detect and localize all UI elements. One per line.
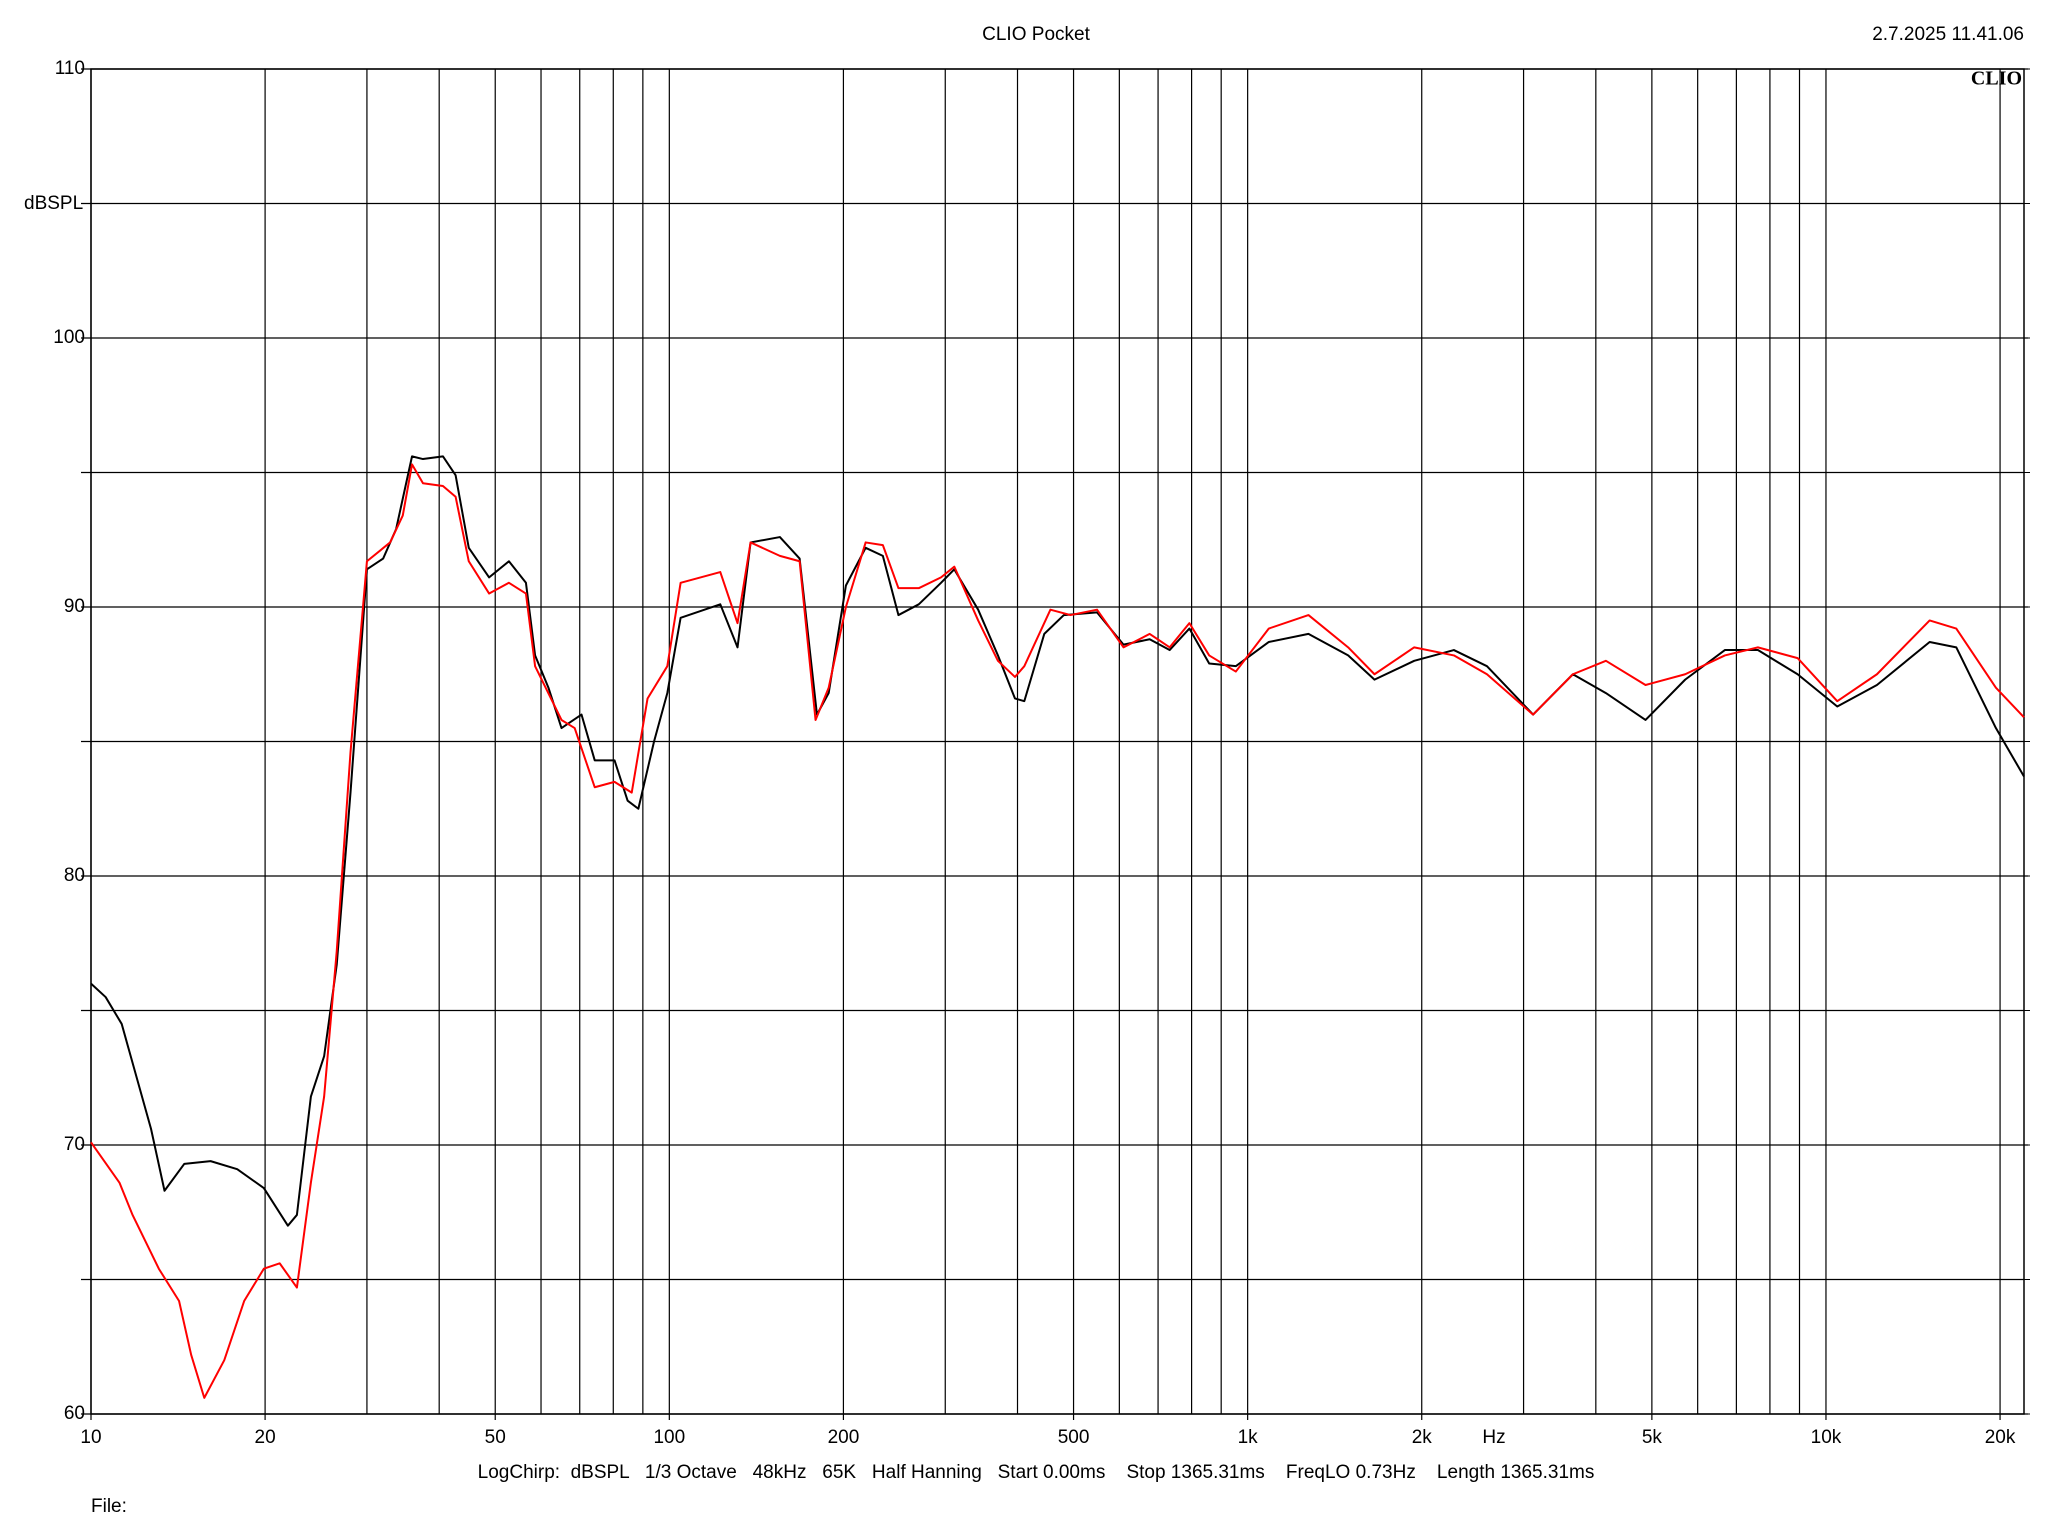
x-tick-label: 5k bbox=[1642, 1427, 1663, 1448]
x-tick-label: 2k bbox=[1412, 1427, 1433, 1448]
x-tick-label: 50 bbox=[485, 1427, 506, 1448]
footer: LogChirp: dBSPL 1/3 Octave 48kHz 65K Hal… bbox=[478, 1462, 1595, 1483]
x-tick-label: 1k bbox=[1238, 1427, 1259, 1448]
x-tick-label: 100 bbox=[653, 1427, 685, 1448]
x-tick-label: 500 bbox=[1058, 1427, 1090, 1448]
x-tick-label: 20 bbox=[255, 1427, 276, 1448]
x-tick-label: 10 bbox=[80, 1427, 101, 1448]
x-tick-label: 20k bbox=[1985, 1427, 2016, 1448]
timestamp: 2.7.2025 11.41.06 bbox=[1872, 24, 2024, 45]
x-tick-label: 10k bbox=[1811, 1427, 1842, 1448]
y-tick-label: 80 bbox=[64, 865, 85, 886]
y-tick-label: 70 bbox=[64, 1134, 85, 1155]
data-line bbox=[90, 463, 2025, 1399]
file-label: File: bbox=[91, 1496, 127, 1517]
x-tick-label: 200 bbox=[828, 1427, 860, 1448]
x-axis-label: Hz bbox=[1482, 1427, 1505, 1448]
y-tick-label: 90 bbox=[64, 596, 85, 617]
y-axis-label: dBSPL bbox=[24, 193, 83, 214]
plot-frame bbox=[90, 68, 2025, 1415]
y-tick-label: 60 bbox=[64, 1403, 85, 1424]
chart-title: CLIO Pocket bbox=[982, 24, 1090, 45]
y-tick-label: 100 bbox=[53, 327, 85, 348]
y-tick-label: 110 bbox=[55, 58, 85, 79]
logo: CLIO bbox=[1971, 68, 2022, 90]
